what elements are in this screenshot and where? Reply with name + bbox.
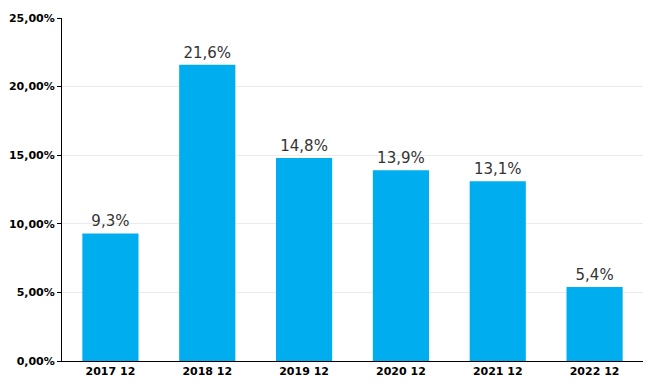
svg-text:2022 12: 2022 12 (570, 365, 620, 378)
svg-text:13,1%: 13,1% (474, 160, 522, 178)
svg-text:14,8%: 14,8% (280, 137, 328, 155)
svg-text:20,00%: 20,00% (9, 80, 55, 93)
svg-text:2019 12: 2019 12 (279, 365, 329, 378)
svg-text:5,00%: 5,00% (17, 286, 55, 299)
svg-text:2017 12: 2017 12 (86, 365, 136, 378)
svg-text:10,00%: 10,00% (9, 218, 55, 231)
svg-text:9,3%: 9,3% (91, 212, 129, 230)
svg-text:21,6%: 21,6% (183, 44, 231, 62)
svg-text:2021 12: 2021 12 (473, 365, 523, 378)
svg-text:2020 12: 2020 12 (376, 365, 426, 378)
svg-text:2018 12: 2018 12 (182, 365, 232, 378)
svg-text:15,00%: 15,00% (9, 149, 55, 162)
svg-text:0,00%: 0,00% (17, 355, 55, 368)
svg-text:13,9%: 13,9% (377, 149, 425, 167)
svg-text:5,4%: 5,4% (576, 266, 614, 284)
svg-text:25,00%: 25,00% (9, 12, 55, 25)
